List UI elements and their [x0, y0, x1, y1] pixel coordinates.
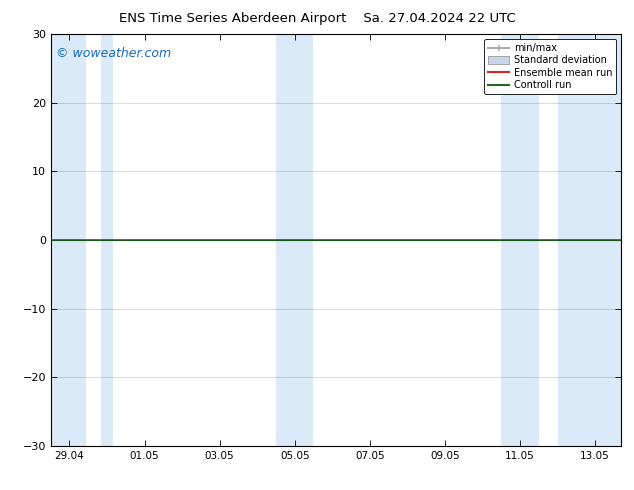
- Bar: [501, 34, 539, 446]
- Text: ENS Time Series Aberdeen Airport    Sa. 27.04.2024 22 UTC: ENS Time Series Aberdeen Airport Sa. 27.…: [119, 12, 515, 25]
- Bar: [557, 34, 621, 446]
- Legend: min/max, Standard deviation, Ensemble mean run, Controll run: min/max, Standard deviation, Ensemble me…: [484, 39, 616, 94]
- Text: © woweather.com: © woweather.com: [56, 47, 172, 60]
- Bar: [101, 34, 113, 446]
- Bar: [276, 34, 313, 446]
- Bar: [51, 34, 86, 446]
